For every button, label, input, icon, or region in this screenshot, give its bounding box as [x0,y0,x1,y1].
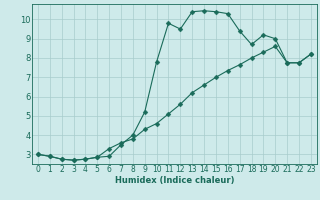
X-axis label: Humidex (Indice chaleur): Humidex (Indice chaleur) [115,176,234,185]
